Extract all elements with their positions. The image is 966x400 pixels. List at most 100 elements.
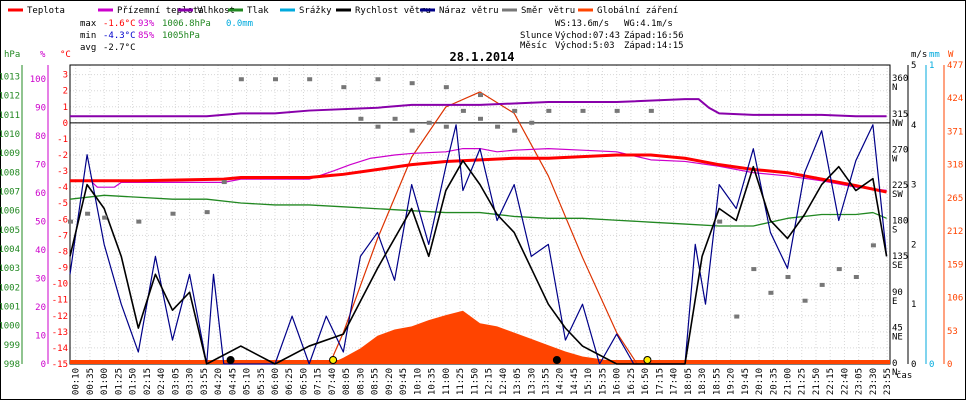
pressure-tick: 1003 bbox=[0, 264, 20, 274]
stats-max-label: max bbox=[80, 19, 97, 29]
wind-unit: m/s bbox=[911, 50, 927, 60]
series-rychlost-vetru bbox=[69, 159, 888, 365]
right-axes: 0N45NE90E135SE180S225SW270W315NW360N0123… bbox=[892, 61, 963, 378]
x-tick-label: 21:00 bbox=[784, 368, 794, 395]
series-teplota bbox=[70, 153, 887, 194]
temperature-tick: -14 bbox=[52, 344, 68, 354]
x-tick-label: 13:30 bbox=[527, 368, 537, 395]
x-tick-label: 20:35 bbox=[769, 368, 779, 395]
temperature-tick: -15 bbox=[52, 360, 68, 370]
direction-label: NE bbox=[892, 332, 903, 342]
direction-dot bbox=[751, 267, 757, 272]
rain-unit: mm bbox=[929, 50, 940, 60]
temperature-unit: °C bbox=[60, 50, 71, 60]
humidity-tick: 80 bbox=[35, 132, 46, 142]
pressure-tick: 1007 bbox=[0, 188, 20, 198]
x-tick-label: 01:00 bbox=[100, 368, 110, 395]
left-axes: 9989991000100110021003100410051006100710… bbox=[0, 65, 68, 370]
x-tick-label: 11:00 bbox=[442, 368, 452, 395]
temperature-tick: -10 bbox=[52, 280, 68, 290]
temperature-tick: 1 bbox=[63, 103, 68, 113]
direction-dot bbox=[392, 116, 398, 121]
x-tick-label: 18:30 bbox=[698, 368, 708, 395]
x-tick-label: 05:35 bbox=[257, 368, 267, 395]
stats-max-press: 1006.8hPa bbox=[162, 19, 211, 29]
radiation-tick: 212 bbox=[947, 227, 963, 237]
clear-sky-curve bbox=[329, 91, 638, 365]
wind-ws: WS:13.6m/s bbox=[555, 19, 609, 29]
radiation-tick: 318 bbox=[947, 161, 963, 171]
stats-avg-temp: -2.7°C bbox=[103, 43, 136, 53]
direction-tick: 90 bbox=[892, 288, 903, 298]
direction-dot bbox=[836, 267, 842, 272]
direction-dot bbox=[853, 274, 859, 279]
direction-tick: 45 bbox=[892, 323, 903, 333]
x-tick-label: 07:15 bbox=[314, 368, 324, 395]
direction-tick: 270 bbox=[892, 145, 908, 155]
humidity-tick: 10 bbox=[35, 332, 46, 342]
direction-dot bbox=[495, 124, 501, 129]
temperature-tick: -6 bbox=[57, 215, 68, 225]
legend-label: Přízemní teplota bbox=[117, 6, 204, 16]
x-tick-label: 18:05 bbox=[684, 368, 694, 395]
x-tick-label: 16:25 bbox=[627, 368, 637, 395]
temperature-tick: -11 bbox=[52, 296, 68, 306]
direction-dot bbox=[580, 108, 586, 113]
x-tick-label: 15:35 bbox=[598, 368, 608, 395]
radiation-area bbox=[329, 310, 634, 364]
x-tick-label: 04:20 bbox=[214, 368, 224, 395]
legend-label: Tlak bbox=[247, 6, 269, 16]
stats-block: max -1.6°C 93% 1006.8hPa 0.0mm min -4.3°… bbox=[80, 19, 253, 53]
x-tick-label: 00:35 bbox=[86, 368, 96, 395]
legend-label: Teplota bbox=[27, 6, 65, 16]
x-tick-label: 16:50 bbox=[641, 368, 651, 395]
direction-label: SW bbox=[892, 190, 903, 200]
sun-set-marker bbox=[643, 356, 652, 364]
x-tick-label: 06:25 bbox=[285, 368, 295, 395]
radiation-tick: 477 bbox=[947, 61, 963, 71]
x-tick-label: 23:55 bbox=[883, 368, 893, 395]
moon-set-marker bbox=[552, 356, 561, 364]
direction-dot bbox=[273, 77, 278, 82]
grid bbox=[69, 64, 891, 365]
temperature-tick: -4 bbox=[57, 183, 68, 193]
humidity-tick: 70 bbox=[35, 161, 46, 171]
x-tick-label: 06:00 bbox=[271, 368, 281, 395]
direction-tick: 360 bbox=[892, 74, 908, 84]
x-tick-label: 08:55 bbox=[371, 368, 381, 395]
pressure-tick: 1004 bbox=[0, 245, 20, 255]
series-vlhkost bbox=[70, 98, 887, 118]
direction-dot bbox=[102, 215, 108, 220]
chart-title: 28.1.2014 bbox=[449, 50, 514, 64]
pressure-tick: 1002 bbox=[0, 283, 20, 293]
direction-dot bbox=[238, 77, 244, 82]
direction-dot bbox=[802, 298, 808, 303]
wind-tick: 5 bbox=[911, 61, 916, 71]
legend-label: Směr větru bbox=[521, 6, 575, 16]
sun-rise: Východ:07:43 bbox=[555, 31, 620, 41]
direction-dot bbox=[221, 180, 227, 185]
plot-area bbox=[68, 77, 890, 365]
direction-dot bbox=[460, 108, 466, 113]
sun-label: Slunce bbox=[520, 31, 553, 41]
humidity-tick: 0 bbox=[41, 360, 46, 370]
x-axis-label: čas bbox=[896, 370, 912, 381]
x-tick-label: 03:30 bbox=[186, 368, 196, 395]
astro-block: WS:13.6m/s WG:4.1m/s Slunce Východ:07:43… bbox=[520, 19, 684, 51]
direction-dot bbox=[341, 85, 347, 90]
rain-tick: 0 bbox=[929, 360, 934, 370]
x-tick-label: 13:55 bbox=[541, 368, 551, 395]
x-tick-label: 04:45 bbox=[228, 368, 238, 395]
x-tick-label: 22:40 bbox=[840, 368, 850, 395]
rain-tick: 1 bbox=[929, 61, 934, 71]
temperature-tick: -1 bbox=[57, 135, 68, 145]
stats-min-temp: -4.3°C bbox=[103, 31, 136, 41]
direction-dot bbox=[136, 219, 142, 224]
humidity-tick: 40 bbox=[35, 246, 46, 256]
pressure-tick: 1012 bbox=[0, 92, 20, 102]
direction-dot bbox=[648, 108, 654, 113]
pressure-tick: 998 bbox=[4, 360, 20, 370]
moon-rise: Východ:5:03 bbox=[555, 41, 615, 51]
direction-label: SE bbox=[892, 261, 903, 271]
